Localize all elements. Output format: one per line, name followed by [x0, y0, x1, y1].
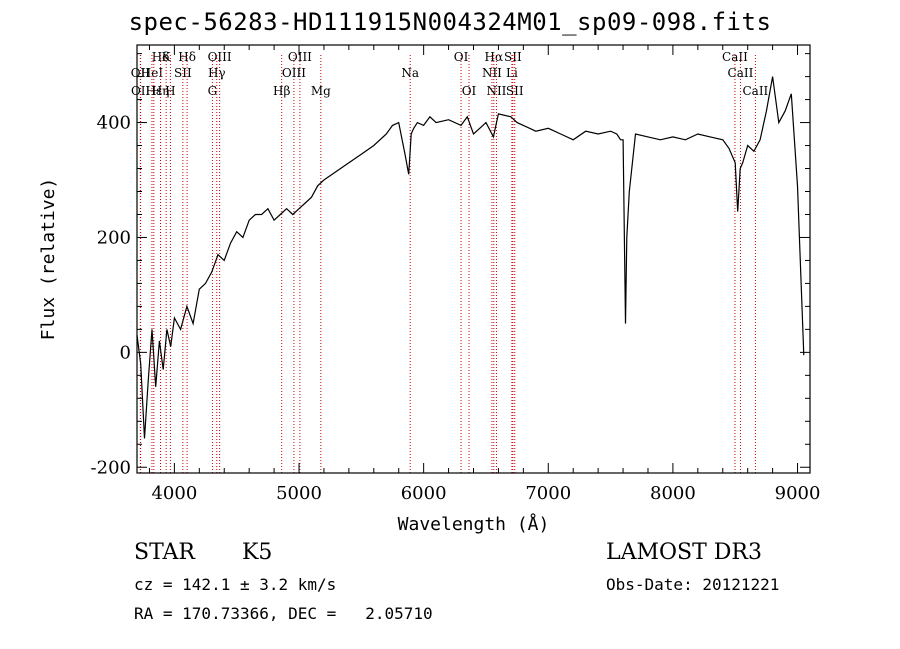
spectral-line-label: CaII — [728, 66, 754, 80]
x-tick-label: 4000 — [151, 483, 197, 504]
spectral-line-label: OII — [131, 84, 151, 98]
spectral-line-label: OI — [462, 84, 477, 98]
spectral-line-label: H — [165, 84, 175, 98]
x-tick-label: 6000 — [401, 483, 447, 504]
spectral-line-label: Hε — [145, 84, 162, 98]
object-subclass: K5 — [242, 540, 273, 565]
spectral-line-label: OIII — [288, 50, 312, 64]
y-tick-label: 0 — [120, 342, 131, 363]
spectral-line-label: Hγ — [208, 66, 226, 80]
spectral-line-label: Hα — [485, 50, 504, 64]
x-tick-label: 9000 — [775, 483, 821, 504]
spectral-line-label: SII — [504, 50, 522, 64]
y-axis-label: Flux (relative) — [38, 178, 59, 341]
plot-frame — [136, 44, 811, 474]
spectral-line-label: Li — [506, 66, 518, 80]
spectral-line-label: Hδ — [178, 50, 196, 64]
x-axis-label: Wavelength (Å) — [398, 513, 550, 535]
spectral-line-label: G — [208, 84, 218, 98]
spectral-line-label: Mg — [311, 84, 331, 98]
y-tick-label: 200 — [97, 227, 131, 248]
spectral-line-label: Hδ — [152, 50, 170, 64]
spectral-line-label: OIII — [208, 50, 232, 64]
spectral-line-label: SII — [174, 66, 192, 80]
spectral-line-label: Hη — [152, 84, 170, 98]
spectral-line-label: OIII — [282, 66, 306, 80]
observation-date: Obs-Date: 20121221 — [606, 575, 780, 594]
spectral-line-label: Na — [401, 66, 419, 80]
spectral-line-label: CaII — [742, 84, 768, 98]
spectrum-series-line — [136, 76, 805, 439]
x-tick-label: 7000 — [525, 483, 571, 504]
x-tick-label: 8000 — [650, 483, 696, 504]
spectral-line-label: Hβ — [273, 84, 290, 98]
coordinates: RA = 170.73366, DEC = 2.05710 — [134, 604, 433, 623]
y-tick-label: 400 — [97, 113, 131, 134]
object-type: STAR — [134, 540, 195, 565]
chart-title: spec-56283-HD111915N004324M01_sp09-098.f… — [128, 8, 772, 36]
spectral-line-label: SII — [506, 84, 524, 98]
redshift-velocity: cz = 142.1 ± 3.2 km/s — [134, 575, 337, 594]
survey-name: LAMOST DR3 — [606, 540, 762, 565]
spectral-line-label: OI — [454, 50, 469, 64]
spectral-line-label: NII — [482, 66, 502, 80]
spectral-line-label: NII — [486, 84, 506, 98]
y-tick-label: -200 — [91, 457, 131, 478]
x-tick-label: 5000 — [276, 483, 322, 504]
spectral-line-label: CaII — [722, 50, 748, 64]
spectral-line-label: K — [162, 50, 172, 64]
spectral-line-label: HeI — [141, 66, 164, 80]
